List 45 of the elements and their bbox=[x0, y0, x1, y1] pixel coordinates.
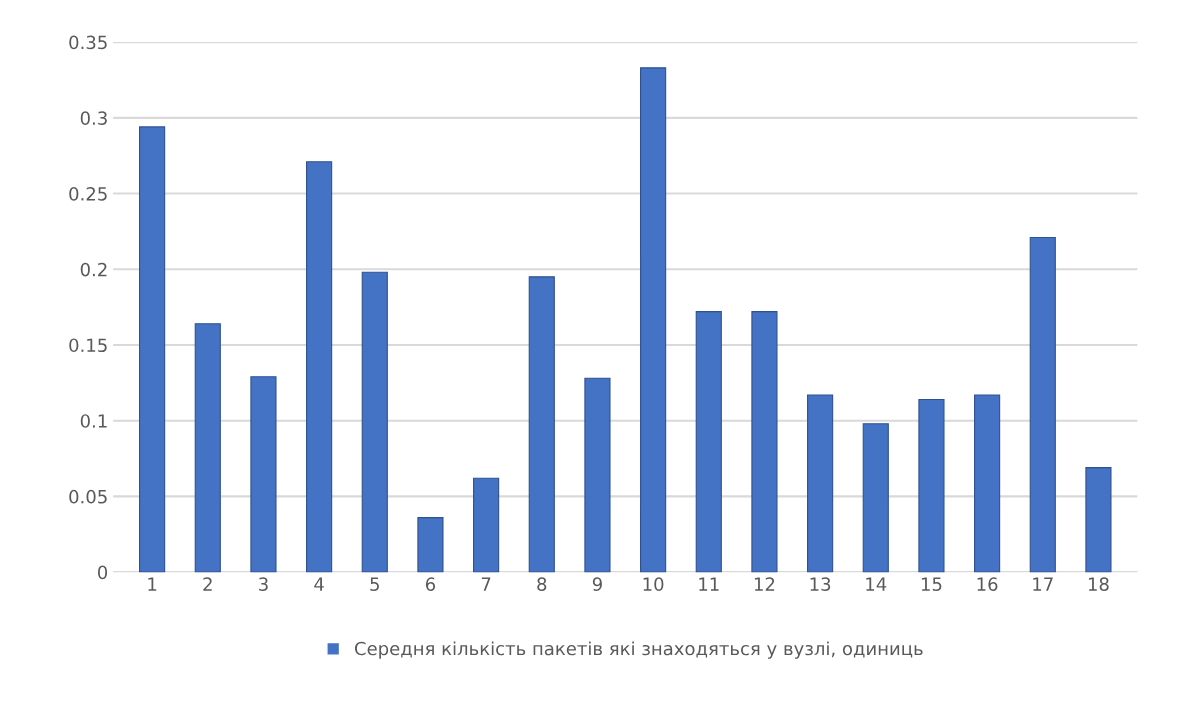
x-tick-label: 1 bbox=[148, 577, 157, 591]
x-tick-label: 6 bbox=[425, 577, 436, 591]
x-tick-label: 13 bbox=[810, 577, 831, 591]
y-tick-label: 0.05 bbox=[69, 489, 107, 504]
bar bbox=[584, 377, 611, 573]
bar bbox=[695, 311, 722, 573]
x-tick-label: 7 bbox=[481, 577, 491, 591]
y-tick-label: 0 bbox=[97, 565, 108, 580]
x-tick-label: 2 bbox=[203, 577, 212, 591]
y-tick-label: 0.15 bbox=[69, 338, 107, 353]
x-tick-label: 18 bbox=[1088, 577, 1109, 591]
x-tick-label: 11 bbox=[699, 577, 719, 591]
legend-label: Середня кількість пакетів які знаходяться у вузлі, одиниць bbox=[354, 641, 923, 659]
bar bbox=[306, 161, 333, 573]
bar bbox=[528, 276, 555, 573]
y-tick-label: 0.1 bbox=[80, 414, 107, 428]
bar bbox=[250, 376, 277, 573]
bar bbox=[974, 394, 1001, 573]
bar bbox=[139, 126, 166, 573]
y-tick-label: 0.25 bbox=[69, 187, 107, 201]
bar bbox=[807, 394, 834, 573]
bar bbox=[751, 311, 778, 573]
x-tick-label: 15 bbox=[921, 577, 942, 591]
x-tick-label: 14 bbox=[866, 577, 887, 591]
bar bbox=[473, 477, 500, 573]
bar bbox=[918, 398, 945, 573]
x-tick-label: 5 bbox=[370, 577, 379, 591]
bar bbox=[194, 323, 221, 573]
x-tick-label: 17 bbox=[1033, 577, 1053, 591]
x-tick-label: 3 bbox=[259, 577, 268, 591]
bar bbox=[1085, 467, 1112, 573]
x-tick-label: 16 bbox=[977, 577, 998, 591]
x-tick-label: 4 bbox=[314, 577, 324, 591]
y-tick-label: 0.2 bbox=[80, 262, 107, 277]
x-tick-label: 9 bbox=[592, 577, 602, 591]
x-tick-label: 10 bbox=[643, 577, 664, 591]
bar bbox=[417, 517, 444, 573]
y-tick-label: 0.3 bbox=[80, 111, 107, 125]
y-tick-label: 0.35 bbox=[69, 35, 107, 50]
bar bbox=[640, 67, 667, 573]
bar bbox=[361, 271, 388, 573]
bar bbox=[862, 423, 889, 573]
x-tick-label: 12 bbox=[754, 577, 775, 591]
bar bbox=[1029, 236, 1056, 573]
x-tick-label: 8 bbox=[537, 577, 547, 591]
